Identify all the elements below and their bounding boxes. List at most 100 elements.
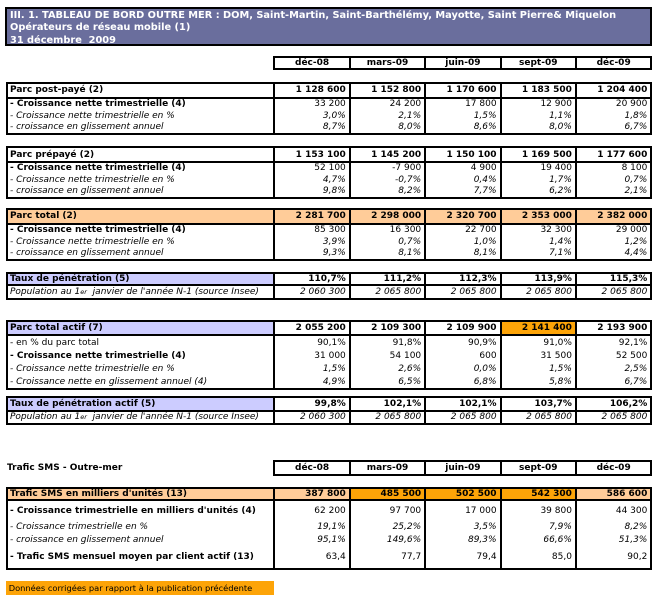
row-label: Parc total (2) — [8, 210, 274, 225]
cell-value: 8,7% — [273, 121, 348, 133]
cell-value: 17 000 — [424, 501, 499, 521]
title-block: III. 1. TABLEAU DE BORD OUTRE MER : DOM,… — [5, 6, 653, 47]
row-label: Parc post-payé (2) — [8, 84, 274, 99]
cell-value: 2,5% — [574, 362, 650, 375]
cell-value: 1 183 500 — [499, 84, 575, 99]
cell-value: 1 177 600 — [574, 148, 651, 163]
cell-value: 12 900 — [499, 98, 575, 110]
column-header-juin-09: juin-09 — [424, 461, 499, 474]
cell-value: 2,1% — [348, 109, 424, 122]
cell-value: 1 169 500 — [499, 148, 575, 163]
row-label: Parc total actif (7) — [8, 322, 274, 336]
column-header-déc-09: déc-09 — [574, 461, 650, 474]
cell-value: 485 500 — [348, 488, 425, 502]
row-label: - Trafic SMS mensuel moyen par client ac… — [10, 552, 254, 563]
cell-value: 24 200 — [348, 98, 424, 110]
label-part-rest: janvier de l'année N-1 (source Insee) — [86, 412, 259, 423]
cell-value: 99,8% — [273, 398, 349, 412]
cell-value: 6,7% — [574, 375, 650, 388]
row-label: - Croissance trimestrielle en milliers d… — [10, 506, 256, 517]
cell-value: 89,3% — [424, 533, 499, 547]
cell-value: 3,5% — [424, 520, 499, 534]
cell-value: 2 109 300 — [348, 322, 425, 336]
cell-value: 32 300 — [499, 224, 575, 236]
cell-value: 1,5% — [273, 362, 348, 375]
cell-value: 2 320 700 — [424, 210, 500, 225]
cell-value: 2,1% — [574, 185, 650, 197]
cell-value: 1,5% — [424, 109, 499, 122]
cell-value: 91,0% — [499, 336, 575, 349]
cell-value: 1,7% — [499, 174, 575, 186]
cell-value: 39 800 — [499, 501, 575, 521]
row-label: Population au 1 er janvier de l'année N-1… — [10, 412, 259, 423]
cell-value: 8,6% — [424, 121, 499, 133]
cell-value: 79,4 — [424, 546, 499, 568]
cell-value: 6,8% — [424, 375, 499, 388]
title-line-1: III. 1. TABLEAU DE BORD OUTRE MER : DOM,… — [10, 9, 617, 21]
cell-value: 2 060 300 — [273, 286, 348, 298]
cell-value: 33 200 — [273, 98, 348, 110]
cell-value: 22 700 — [424, 224, 499, 236]
cell-value: 1 145 200 — [348, 148, 425, 163]
cell-value: 1,5% — [499, 362, 575, 375]
cell-value: 85 300 — [273, 224, 348, 236]
cell-value: 111,2% — [348, 274, 425, 287]
cell-value: 1,2% — [574, 235, 650, 248]
row-label: - Croissance nette en glissement annuel … — [10, 376, 208, 387]
cell-value: 2 065 800 — [424, 286, 499, 298]
cell-value: 1,0% — [424, 235, 499, 248]
column-header-sept-09: sept-09 — [499, 461, 575, 474]
cell-value: 92,1% — [574, 336, 650, 349]
row-label: Taux de pénétration (5) — [8, 274, 274, 287]
cell-value: 0,4% — [424, 174, 499, 186]
table-parc-postpaye: Parc post-payé (2) 1 128 600 1 152 800 1 17… — [6, 82, 653, 135]
row-label: - croissance en glissement annuel — [10, 247, 164, 258]
row-label: - en % du parc total — [10, 337, 100, 348]
cell-value: 542 300 — [499, 488, 575, 502]
row-label: Parc prépayé (2) — [8, 148, 274, 163]
column-header-déc-09: déc-09 — [574, 58, 650, 69]
cell-value: 8,1% — [348, 247, 424, 259]
cell-value: 19 400 — [499, 162, 575, 175]
cell-value: 502 500 — [424, 488, 500, 502]
table-parc-total: Parc total (2) 2 281 700 2 298 000 2 320 70… — [6, 208, 653, 261]
cell-value: 2 141 400 — [499, 322, 575, 336]
cell-value: 387 800 — [273, 488, 349, 502]
cell-value: 7,1% — [499, 247, 575, 259]
column-header-mars-09: mars-09 — [348, 461, 424, 474]
cell-value: 2 193 900 — [574, 322, 651, 336]
cell-value: 0,7% — [348, 235, 424, 248]
cell-value: 2 353 000 — [499, 210, 575, 225]
cell-value: 113,9% — [499, 274, 575, 287]
label-part-rest: janvier de l'année N-1 (source Insee) — [86, 287, 259, 298]
cell-value: 4 900 — [424, 162, 499, 175]
cell-value: 2 065 800 — [499, 286, 575, 298]
cell-value: 1,1% — [499, 109, 575, 122]
column-header-row-top: déc-08 mars-09 juin-09 sept-09 déc-09 — [273, 56, 653, 71]
column-header-déc-08: déc-08 — [295, 462, 330, 473]
cell-value: 95,1% — [273, 533, 348, 547]
cell-value: 4,9% — [273, 375, 348, 388]
cell-value: 52 500 — [574, 349, 650, 362]
cell-value: 149,6% — [348, 533, 424, 547]
cell-value: 7,9% — [499, 520, 575, 534]
cell-value: 8,0% — [348, 121, 424, 133]
cell-value: 2 065 800 — [499, 411, 575, 423]
cell-value: 600 — [424, 349, 499, 362]
cell-value: 6,2% — [499, 185, 575, 197]
cell-value: 8,2% — [348, 185, 424, 197]
cell-value: 2 065 800 — [348, 411, 424, 423]
row-label: - Croissance nette trimestrielle en % — [10, 110, 175, 121]
cell-value: 2 065 800 — [574, 411, 650, 423]
cell-value: 2 298 000 — [348, 210, 425, 225]
cell-value: 97 700 — [348, 501, 424, 521]
cell-value: 5,8% — [499, 375, 575, 388]
row-label: Trafic SMS en milliers d'unités (13) — [8, 488, 274, 502]
sms-section-caption: Trafic SMS - Outre-mer — [7, 462, 123, 473]
cell-value: 90,9% — [424, 336, 499, 349]
cell-value: 2,6% — [348, 362, 424, 375]
row-label: - Croissance nette trimestrielle (4) — [10, 99, 186, 110]
label-part-start: Population au 1 — [10, 412, 81, 423]
cell-value: 51,3% — [574, 533, 650, 547]
